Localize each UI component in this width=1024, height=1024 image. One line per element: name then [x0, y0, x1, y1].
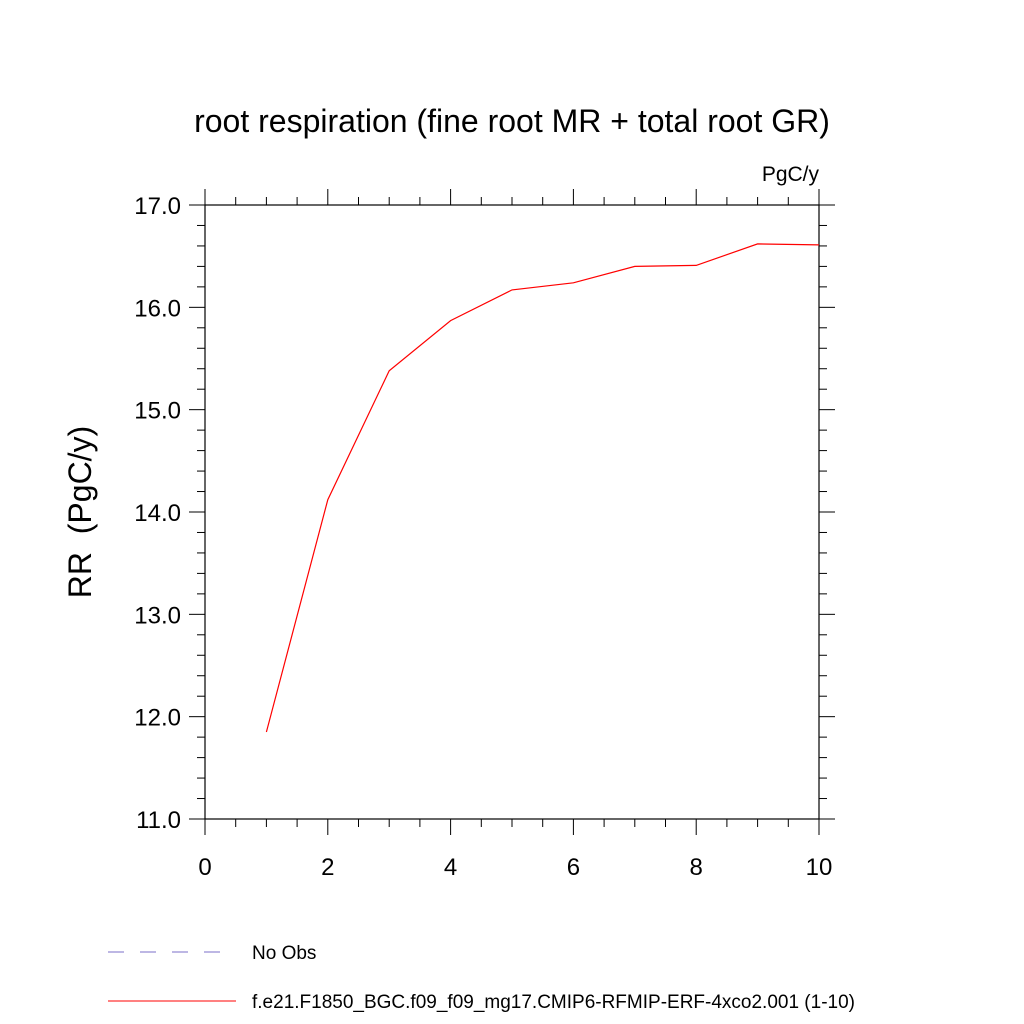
y-axis-label: RR (PgC/y) [62, 426, 98, 598]
series-group [265, 243, 820, 733]
y-tick-label: 12.0 [134, 705, 181, 732]
units-label: PgC/y [762, 163, 820, 186]
x-tick-label: 0 [198, 854, 211, 881]
y-tick-label: 15.0 [134, 398, 181, 425]
x-tick-label: 10 [806, 854, 833, 881]
legend-label-1: No Obs [252, 943, 316, 964]
series-line [265, 243, 820, 733]
y-tick-label: 13.0 [134, 602, 181, 629]
x-tick-label: 8 [690, 854, 703, 881]
x-tick-label: 2 [321, 854, 334, 881]
y-tick-label: 14.0 [134, 500, 181, 527]
chart-title: root respiration (fine root MR + total r… [194, 103, 830, 139]
x-tick-label: 4 [444, 854, 457, 881]
legend: No Obs f.e21.F1850_BGC.f09_f09_mg17.CMIP6… [108, 943, 855, 1013]
legend-label-2: f.e21.F1850_BGC.f09_f09_mg17.CMIP6-RFMIP… [252, 992, 855, 1013]
axis-tick-labels: 0 2 4 6 8 10 11.0 12.0 13.0 14.0 15.0 16.0 17.0 [134, 193, 832, 881]
y-tick-label: 17.0 [134, 193, 181, 220]
plot-frame [204, 204, 820, 820]
y-tick-label: 11.0 [136, 807, 181, 834]
y-tick-label: 16.0 [134, 295, 181, 322]
x-tick-label: 6 [567, 854, 580, 881]
axis-ticks [189, 189, 835, 835]
